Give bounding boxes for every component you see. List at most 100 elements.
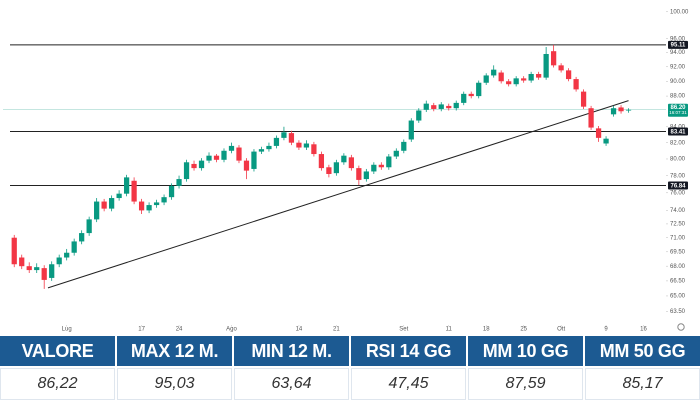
price-level-box (668, 40, 688, 49)
x-tick-label: 18 (483, 327, 490, 333)
candle-body (573, 79, 579, 90)
settings-gear[interactable] (677, 323, 685, 331)
candle-body (64, 252, 70, 258)
candle-body (603, 138, 609, 144)
y-tick-label: 74.00 (670, 208, 686, 214)
y-tick-label: 84.00 (670, 124, 686, 130)
y-tick-label: 92.00 (670, 64, 686, 70)
candle-body (123, 177, 130, 194)
candle-body (491, 69, 497, 76)
candle-body (348, 157, 354, 169)
chart: 100.00 96.00 94.00 92.00 90.00 88.00 84.00 82.0… (3, 9, 689, 333)
x-tick-label: Set (399, 327, 408, 333)
table-header: MAX 12 M. (117, 336, 232, 366)
x-tick-label: Ott (557, 327, 565, 333)
candle-body (176, 179, 182, 186)
candle-body (461, 93, 467, 103)
table-cell: 95,03 (117, 368, 232, 400)
candle-body (56, 257, 62, 265)
candle-body (446, 105, 452, 109)
y-tick-label: 96.00 (670, 36, 686, 42)
candle-body (431, 105, 437, 109)
table-header: MIN 12 M. (234, 336, 349, 366)
price-level-box (668, 181, 688, 190)
price-level-label: 76.84 (670, 183, 686, 189)
y-tick-label: 68.00 (670, 264, 686, 270)
candle-body (243, 160, 250, 171)
y-tick-label: 78.00 (670, 173, 686, 179)
candle-body (423, 103, 429, 110)
y-tick-label: 80.00 (670, 157, 686, 163)
last-price-label: 86.20 (670, 105, 686, 111)
price-level-label: 83.41 (670, 129, 686, 135)
table-cell: 87,59 (468, 368, 583, 400)
candle-body (393, 150, 399, 157)
candle-body (258, 149, 265, 152)
table-cell: 85,17 (585, 368, 700, 400)
candle-body (341, 155, 347, 163)
candle-body (221, 150, 227, 160)
candle-body (79, 233, 85, 242)
countdown-label: 16:07:31 (669, 110, 687, 115)
x-tick-label: 11 (446, 327, 453, 333)
candle-body (101, 201, 107, 209)
table-cell: 86,22 (0, 368, 115, 400)
x-tick-label: Lug (62, 327, 72, 333)
x-tick-label: 25 (520, 327, 527, 333)
candle-body (580, 91, 587, 107)
candle-body (168, 185, 175, 198)
candle-body (416, 110, 422, 121)
x-tick-label: 9 (604, 327, 608, 333)
candle-body (610, 108, 617, 115)
candle-body (386, 156, 392, 168)
table-header: MM 50 GG (585, 336, 700, 366)
price-level-box (668, 127, 688, 136)
candle-body (543, 53, 549, 78)
y-tick-label: 66.50 (670, 278, 686, 284)
candle-body (453, 102, 459, 109)
candle-body (536, 73, 542, 78)
candle-body (438, 104, 444, 109)
y-tick-label: 69.50 (670, 249, 686, 255)
trendline (47, 100, 629, 289)
candle-body (311, 144, 317, 155)
candle-body (94, 201, 100, 220)
candle-body (236, 147, 242, 161)
candle-body (34, 267, 40, 271)
candle-body (213, 155, 220, 160)
candle-body (19, 257, 25, 267)
candle-body (401, 141, 407, 151)
candle-body (318, 154, 325, 169)
candle-body (86, 219, 92, 234)
last-price-box (668, 103, 688, 117)
candle-body (408, 120, 414, 140)
table-header: MM 10 GG (468, 336, 583, 366)
candle-body (483, 75, 489, 83)
settings-icon[interactable] (677, 323, 685, 331)
candle-body (513, 78, 519, 85)
candle-body (281, 132, 287, 138)
price-level-label: 95.11 (671, 43, 686, 49)
x-tick-label: 21 (333, 327, 340, 333)
x-tick-label: 16 (640, 327, 647, 333)
candle-body (138, 201, 145, 211)
candle-body (595, 128, 602, 138)
candle-body (296, 142, 302, 148)
candle-body (251, 151, 257, 169)
candle-body (71, 241, 77, 253)
candle-body (506, 81, 512, 85)
candle-body (618, 107, 624, 112)
candle-body (625, 109, 632, 111)
y-tick-label: 88.00 (670, 94, 686, 100)
candle-body (146, 205, 152, 211)
candle-body (41, 268, 47, 280)
x-tick-label: 17 (138, 327, 145, 333)
candle-body (266, 145, 272, 150)
y-tick-label: 63.50 (670, 309, 686, 315)
table-cell: 47,45 (351, 368, 466, 400)
candle-body (476, 82, 482, 97)
x-tick-label: Ago (226, 327, 237, 333)
candle-body (288, 133, 295, 143)
x-tick-label: 14 (296, 327, 303, 333)
